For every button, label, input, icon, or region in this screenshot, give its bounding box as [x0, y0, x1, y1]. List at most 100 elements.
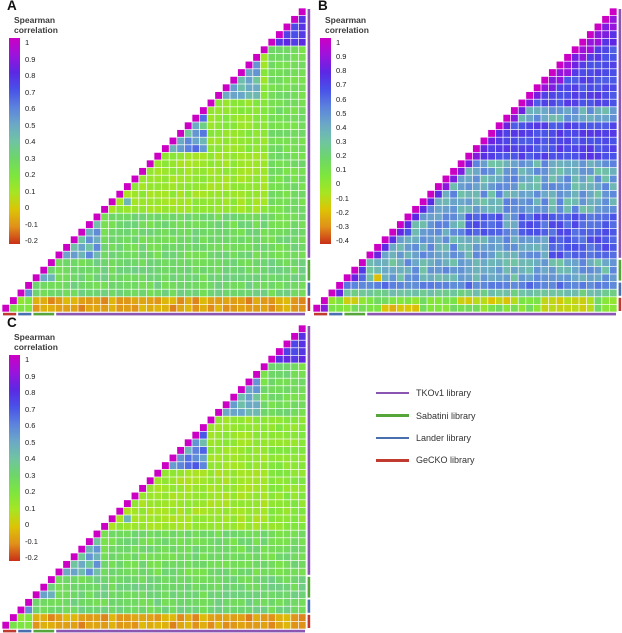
heatmap-cell — [518, 274, 526, 282]
scale-tick-label: 0.7 — [25, 87, 36, 97]
heatmap-cell — [579, 152, 587, 160]
heatmap-cell — [268, 297, 276, 305]
heatmap-cell — [222, 522, 230, 530]
heatmap-cell — [268, 266, 276, 274]
heatmap-cell — [260, 297, 268, 305]
heatmap-cell — [215, 469, 223, 477]
heatmap-cell — [199, 160, 207, 168]
heatmap-cell — [63, 289, 71, 297]
diagonal-cell — [351, 266, 359, 274]
heatmap-cell — [268, 500, 276, 508]
heatmap-cell — [283, 221, 291, 229]
heatmap-cell — [184, 129, 192, 137]
heatmap-cell — [275, 454, 283, 462]
heatmap-cell — [47, 274, 55, 282]
heatmap-cell — [17, 621, 25, 629]
heatmap-cell — [146, 221, 154, 229]
heatmap-cell — [245, 416, 253, 424]
heatmap-cell — [116, 614, 124, 622]
scale-title-line2: correlation — [14, 25, 58, 35]
heatmap-cell — [541, 167, 549, 175]
heatmap-cell — [472, 167, 480, 175]
heatmap-cell — [63, 614, 71, 622]
heatmap-cell — [457, 183, 465, 191]
heatmap-cell — [154, 167, 162, 175]
heatmap-cell — [260, 274, 268, 282]
heatmap-cell — [215, 614, 223, 622]
heatmap-cell — [298, 99, 306, 107]
heatmap-cell — [245, 190, 253, 198]
heatmap-cell — [495, 145, 503, 153]
heatmap-cell — [230, 484, 238, 492]
heatmap-cell — [571, 107, 579, 115]
heatmap-cell — [253, 621, 261, 629]
heatmap-cell — [139, 568, 147, 576]
heatmap-cell — [161, 297, 169, 305]
heatmap-cell — [548, 266, 556, 274]
heatmap-cell — [161, 614, 169, 622]
heatmap-cell — [427, 205, 435, 213]
heatmap-cell — [495, 183, 503, 191]
scale-title-line2: correlation — [14, 342, 58, 352]
heatmap-cell — [139, 251, 147, 259]
heatmap-cell — [457, 297, 465, 305]
heatmap-cell — [268, 274, 276, 282]
heatmap-cell — [358, 274, 366, 282]
heatmap-cell — [275, 484, 283, 492]
heatmap-cell — [488, 198, 496, 206]
heatmap-cell — [245, 515, 253, 523]
heatmap-cell — [230, 454, 238, 462]
heatmap-cell — [253, 99, 261, 107]
heatmap-cell — [108, 591, 116, 599]
heatmap-cell — [541, 122, 549, 130]
heatmap-cell — [548, 243, 556, 251]
heatmap-cell — [275, 439, 283, 447]
heatmap-cell — [495, 167, 503, 175]
heatmap-cell — [571, 53, 579, 61]
heatmap-cell — [283, 274, 291, 282]
heatmap-cell — [169, 152, 177, 160]
heatmap-cell — [222, 606, 230, 614]
heatmap-cell — [602, 259, 610, 267]
heatmap-cell — [199, 591, 207, 599]
heatmap-cell — [78, 289, 86, 297]
heatmap-cell — [594, 69, 602, 77]
heatmap-cell — [275, 251, 283, 259]
heatmap-cell — [85, 568, 93, 576]
heatmap-cell — [161, 228, 169, 236]
heatmap-cell — [101, 221, 109, 229]
heatmap-cell — [245, 492, 253, 500]
heatmap-cell — [268, 167, 276, 175]
heatmap-cell — [108, 568, 116, 576]
heatmap-cell — [586, 129, 594, 137]
heatmap-cell — [245, 614, 253, 622]
heatmap-cell — [579, 167, 587, 175]
heatmap-cell — [291, 500, 299, 508]
heatmap-cell — [488, 228, 496, 236]
heatmap-cell — [526, 107, 534, 115]
heatmap-cell — [131, 297, 139, 305]
heatmap-cell — [291, 297, 299, 305]
heatmap-cell — [215, 454, 223, 462]
heatmap-cell — [222, 553, 230, 561]
heatmap-cell — [108, 553, 116, 561]
heatmap-cell — [108, 228, 116, 236]
heatmap-cell — [123, 553, 131, 561]
heatmap-cell — [291, 160, 299, 168]
heatmap-cell — [139, 183, 147, 191]
diagonal-cell — [548, 69, 556, 77]
heatmap-cell — [260, 492, 268, 500]
heatmap-cell — [177, 183, 185, 191]
heatmap-cell — [488, 266, 496, 274]
heatmap-cell — [533, 91, 541, 99]
heatmap-cell — [602, 251, 610, 259]
heatmap-cell — [161, 304, 169, 312]
heatmap-cell — [602, 152, 610, 160]
heatmap-cell — [116, 243, 124, 251]
heatmap-cell — [548, 99, 556, 107]
heatmap-cell — [275, 160, 283, 168]
heatmap-cell — [548, 236, 556, 244]
heatmap-cell — [268, 243, 276, 251]
heatmap-cell — [192, 484, 200, 492]
heatmap-cell — [207, 274, 215, 282]
